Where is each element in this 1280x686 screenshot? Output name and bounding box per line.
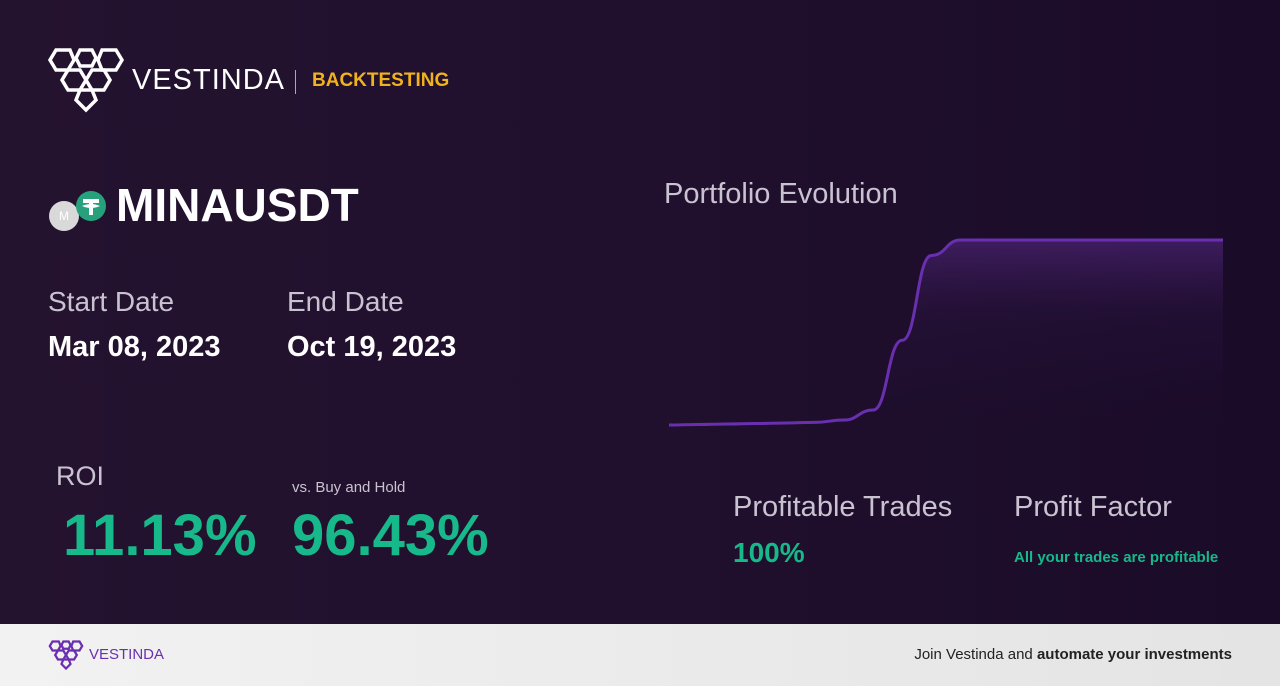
trades-value: 100% bbox=[733, 537, 805, 568]
divider bbox=[295, 70, 296, 94]
trades-label: Profitable Trades bbox=[733, 491, 953, 523]
section: BACKTESTING bbox=[312, 70, 450, 91]
footer-cta: Join Vestinda and bbox=[914, 646, 1037, 663]
coin-letter: M bbox=[59, 209, 69, 223]
factor-label: Profit Factor bbox=[1014, 491, 1172, 523]
chart bbox=[668, 238, 1223, 427]
footer-logo bbox=[48, 640, 84, 671]
chart-title: Portfolio Evolution bbox=[664, 178, 898, 210]
pair-name: MINAUSDT bbox=[116, 179, 359, 231]
footer-cta-bold: automate your investments bbox=[1036, 646, 1232, 663]
start-value: Mar 08, 2023 bbox=[48, 331, 221, 363]
brand: VESTINDA bbox=[132, 64, 286, 96]
end-label: End Date bbox=[287, 286, 404, 317]
footer: VESTINDA Join Vestinda and automate your… bbox=[0, 624, 1280, 686]
logo bbox=[47, 48, 125, 113]
footer-brand: VESTINDA bbox=[89, 646, 165, 663]
coin-icons: M bbox=[49, 191, 106, 231]
roi-label: ROI bbox=[56, 461, 105, 491]
factor-value: All your trades are profitable bbox=[1014, 549, 1219, 566]
end-value: Oct 19, 2023 bbox=[287, 331, 457, 363]
vs-value: 96.43% bbox=[292, 503, 489, 568]
area bbox=[669, 240, 1223, 425]
vs-label: vs. Buy and Hold bbox=[292, 479, 406, 496]
start-label: Start Date bbox=[48, 286, 175, 317]
roi-value: 11.13% bbox=[63, 503, 257, 568]
line bbox=[668, 238, 1223, 427]
